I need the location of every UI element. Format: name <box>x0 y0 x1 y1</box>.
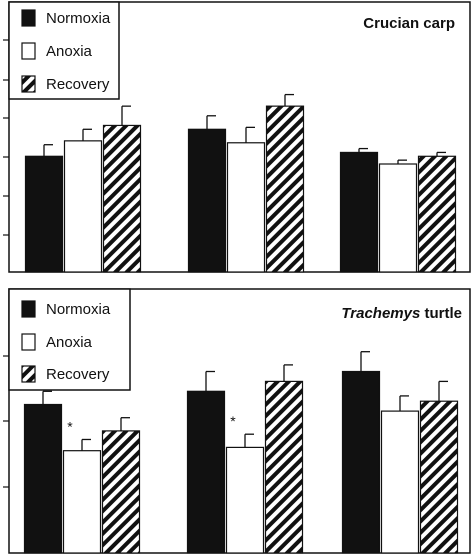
bar-recovery <box>417 155 457 273</box>
legend-label-anoxia: Anoxia <box>46 43 93 60</box>
legend-label-recovery: Recovery <box>46 366 110 383</box>
panel-title: Trachemys turtle <box>341 305 462 322</box>
legend-swatch-recovery <box>21 75 36 93</box>
bar-anoxia <box>378 163 418 273</box>
chart-panel-2: * * Normoxia Anoxia Recovery Trachemys turtle <box>3 288 471 554</box>
bar-normoxia <box>23 403 63 554</box>
legend-label-normoxia: Normoxia <box>46 301 111 318</box>
legend-label-recovery: Recovery <box>46 76 110 93</box>
bar-recovery <box>265 105 305 273</box>
panel-title: Crucian carp <box>363 15 455 32</box>
legend-swatch-normoxia <box>21 300 36 318</box>
bar-recovery <box>419 400 459 554</box>
legend-swatch-anoxia <box>21 333 36 351</box>
significance-marker: * <box>67 418 73 434</box>
legend-swatch-normoxia <box>21 9 36 27</box>
bar-anoxia <box>62 450 102 554</box>
significance-marker: * <box>230 413 236 429</box>
bar-recovery <box>102 124 142 273</box>
bar-recovery <box>264 380 304 554</box>
bar-anoxia <box>63 140 103 273</box>
chart-panel-1: Normoxia Anoxia Recovery Crucian carp <box>3 1 471 273</box>
bar-normoxia <box>187 128 227 273</box>
legend-label-anoxia: Anoxia <box>46 334 93 351</box>
legend-swatch-anoxia <box>21 42 36 60</box>
bar-anoxia <box>226 142 266 273</box>
bar-normoxia <box>341 370 381 554</box>
bar-anoxia <box>225 446 265 554</box>
bar-recovery <box>101 430 141 554</box>
bar-normoxia <box>24 155 64 273</box>
panel-title-part: Trachemys <box>341 305 420 322</box>
panel-title-part: Crucian carp <box>363 15 455 32</box>
legend-label-normoxia: Normoxia <box>46 10 111 27</box>
legend-swatch-recovery <box>21 365 36 383</box>
panel-title-part: turtle <box>420 305 462 322</box>
bar-normoxia <box>339 151 379 273</box>
bar-normoxia <box>186 390 226 554</box>
bar-anoxia <box>380 410 420 554</box>
